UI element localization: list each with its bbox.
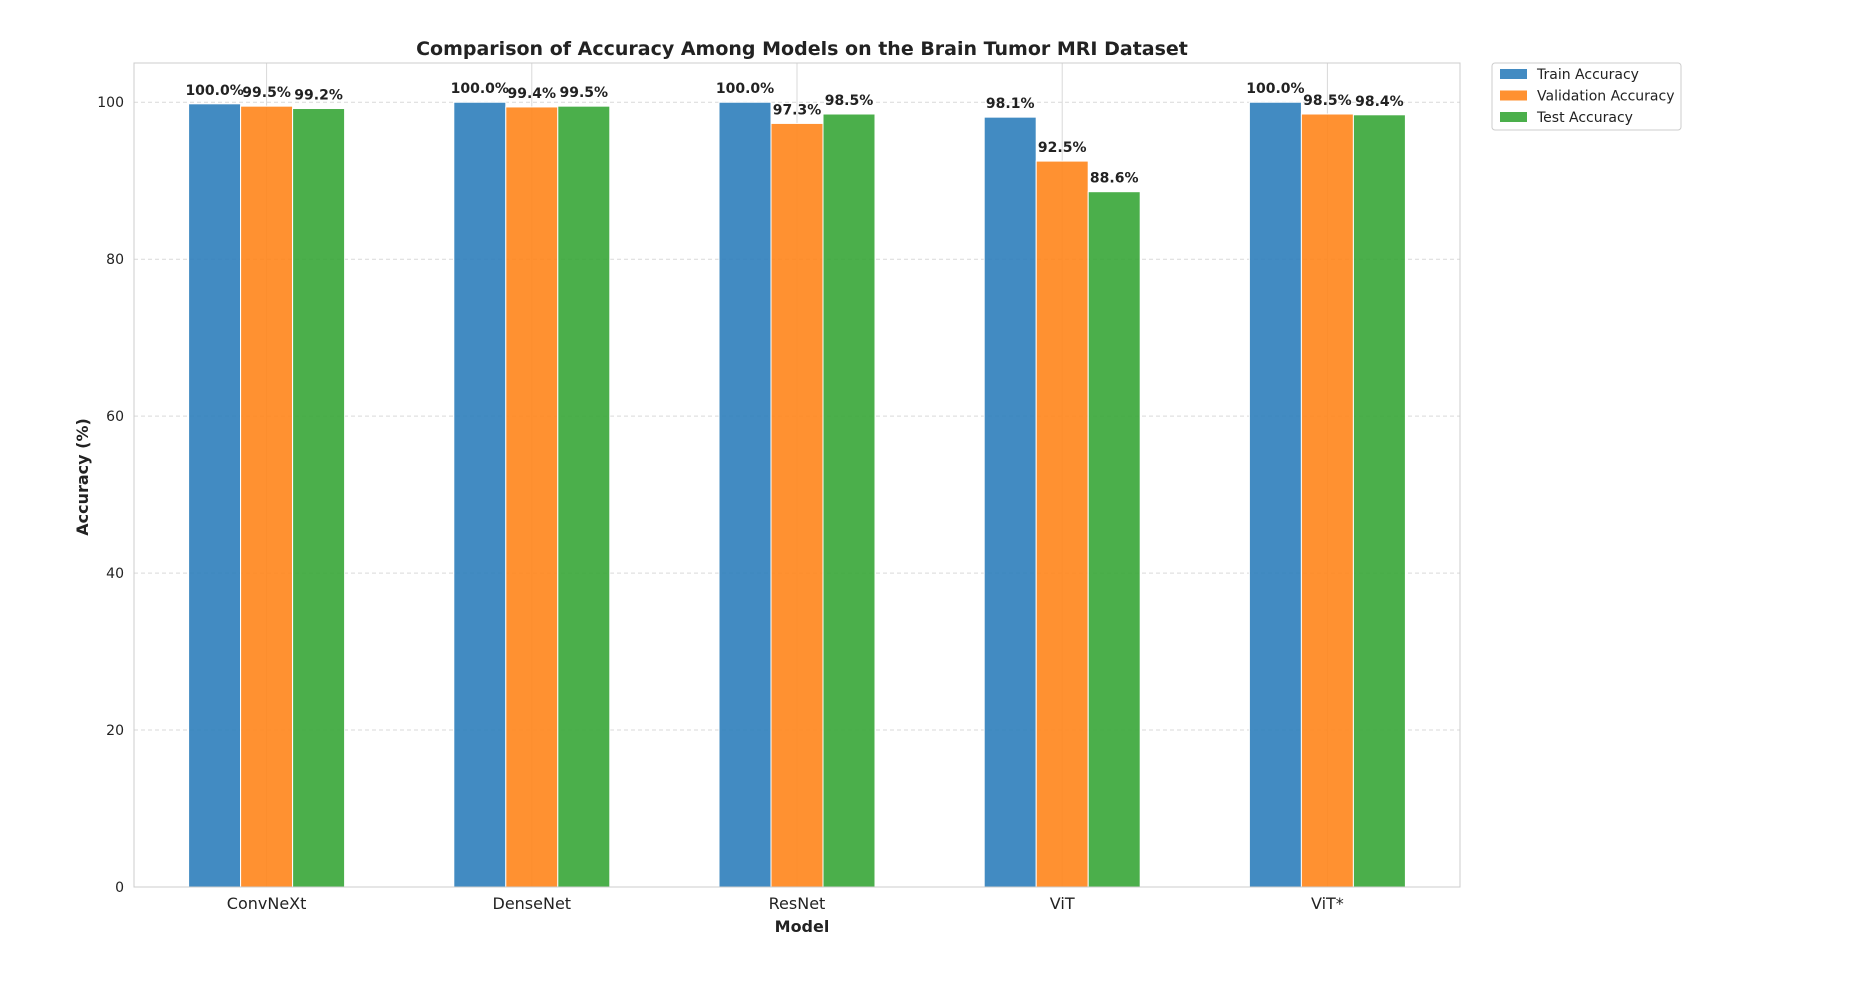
bar	[1035, 160, 1089, 888]
bar	[557, 105, 611, 888]
bar-value-label: 88.6%	[1090, 171, 1139, 187]
bar	[188, 103, 242, 888]
legend: Train Accuracy Validation Accuracy Test Ac…	[1491, 62, 1682, 131]
bar-value-label: 100.0%	[716, 81, 774, 97]
bar-value-label: 92.5%	[1038, 140, 1087, 156]
bar	[822, 113, 876, 888]
y-tick-label: 20	[106, 723, 124, 739]
bar	[983, 116, 1037, 888]
plot-border	[133, 62, 1461, 888]
bars	[188, 101, 1406, 888]
bar-value-label: 98.4%	[1355, 94, 1404, 110]
legend-label: Train Accuracy	[1536, 67, 1639, 83]
x-tick-label: DenseNet	[493, 894, 572, 913]
bar	[1300, 113, 1354, 888]
bar-value-label: 100.0%	[1246, 81, 1304, 97]
x-tick-label: ViT	[1050, 894, 1075, 913]
chart-title: Comparison of Accuracy Among Models on t…	[416, 38, 1188, 60]
legend-frame	[1491, 62, 1682, 131]
legend-label: Test Accuracy	[1536, 110, 1633, 126]
bar-value-label: 98.5%	[825, 93, 874, 109]
plot-frame	[133, 62, 1461, 888]
bar	[240, 105, 294, 888]
legend-swatch	[1500, 69, 1527, 79]
bar-value-label: 99.5%	[242, 85, 291, 101]
y-axis-label: Accuracy (%)	[73, 418, 92, 536]
y-tick-label: 60	[106, 409, 124, 425]
legend-swatch	[1500, 90, 1527, 101]
bar-value-label: 99.5%	[560, 85, 609, 101]
x-tick-label: ResNet	[769, 894, 826, 913]
bar	[1352, 114, 1406, 888]
axis-ticks: 0 20 40 60 80 100 ConvNeXt DenseNet ResNet ViT ViT…	[97, 95, 1344, 913]
bar	[505, 106, 559, 888]
bar-value-label: 100.0%	[185, 83, 243, 99]
x-tick-label: ConvNeXt	[227, 894, 307, 913]
bar	[292, 108, 346, 888]
y-tick-label: 40	[106, 566, 124, 582]
bar-value-label: 97.3%	[773, 102, 822, 118]
bar-value-label: 98.1%	[986, 96, 1035, 112]
bar-value-label: 99.2%	[294, 88, 343, 104]
bar-value-label: 99.4%	[508, 86, 557, 102]
bar-value-label: 98.5%	[1303, 93, 1352, 109]
bar-labels: 100.0% 100.0% 100.0%98.1%100.0%99.5% 99.4%9…	[185, 81, 1403, 186]
bar	[453, 101, 507, 888]
x-axis-label: Model	[775, 917, 830, 936]
y-tick-label: 100	[97, 95, 124, 111]
bar-value-label: 100.0%	[451, 81, 509, 97]
legend-label: Validation Accuracy	[1537, 89, 1675, 105]
bar	[1087, 191, 1141, 888]
y-tick-label: 80	[106, 252, 124, 268]
bar	[1248, 101, 1302, 888]
legend-swatch	[1500, 112, 1527, 122]
y-tick-label: 0	[115, 880, 124, 896]
x-tick-label: ViT*	[1311, 894, 1344, 913]
bar	[770, 122, 824, 888]
bar	[718, 101, 772, 888]
